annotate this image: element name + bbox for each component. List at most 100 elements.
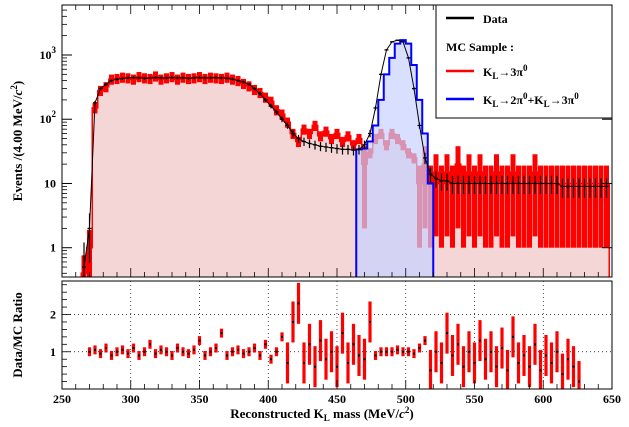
mc-3pi0-error-bar (335, 129, 340, 139)
ratio-point (111, 354, 113, 356)
ratio-point (534, 343, 536, 345)
ratio-point (303, 362, 305, 364)
ratio-point (347, 362, 349, 364)
ratio-point (215, 347, 217, 349)
ratio-point (204, 354, 206, 356)
x-tick-label: 650 (603, 392, 621, 406)
mc-3pi0-error-bar (582, 166, 587, 248)
mc-3pi0-error-bar (159, 75, 164, 85)
ratio-point (144, 351, 146, 353)
mc-3pi0-error-bar (494, 154, 499, 236)
mc-3pi0-error-bar (131, 75, 136, 85)
ratio-point (182, 351, 184, 353)
ratio-point (265, 343, 267, 345)
ratio-point (248, 351, 250, 353)
ratio-point (358, 354, 360, 356)
ratio-point (160, 349, 162, 351)
mc-3pi0-error-bar (313, 121, 318, 131)
ratio-point (149, 343, 151, 345)
x-tick-label: 250 (53, 392, 71, 406)
x-tick-label: 450 (328, 392, 346, 406)
ratio-point (369, 321, 371, 323)
mc-3pi0-error-bar (478, 154, 483, 236)
ratio-point (281, 336, 283, 338)
ratio-point (408, 351, 410, 353)
x-axis-title: Reconstructed KL mass (MeV/c2) (230, 405, 413, 423)
mc-3pi0-error-bar (324, 127, 329, 137)
ratio-point (419, 347, 421, 349)
ratio-point (226, 354, 228, 356)
top-y-axis-title: Events /(4.00 MeV/c2) (9, 81, 25, 201)
ratio-point (463, 366, 465, 368)
ratio-point (342, 332, 344, 334)
mc-3pi0-error-bar (241, 79, 246, 89)
x-tick-label: 300 (122, 392, 140, 406)
ratio-point (380, 351, 382, 353)
mc-3pi0-error-bar (566, 166, 571, 248)
ratio-point (254, 347, 256, 349)
ratio-point (259, 354, 261, 356)
ratio-point (402, 351, 404, 353)
ratio-point (276, 351, 278, 353)
ratio-point (507, 369, 509, 371)
ratio-point (94, 349, 96, 351)
legend-data-label: Data (483, 12, 508, 26)
mc-3pi0-error-bar (588, 166, 593, 248)
ratio-point (474, 362, 476, 364)
ratio-point (446, 332, 448, 334)
mc-3pi0-error-bar (577, 166, 582, 248)
mc-3pi0-error-bar (511, 154, 516, 236)
ratio-point (325, 358, 327, 360)
ratio-point (199, 340, 201, 342)
mc-3pi0-error-bar (467, 154, 472, 236)
mc-3pi0-error-bar (247, 81, 252, 91)
x-tick-label: 550 (466, 392, 484, 406)
ratio-point (501, 347, 503, 349)
ratio-point (270, 358, 272, 360)
mc-3pi0-error-bar (533, 154, 538, 236)
ratio-point (391, 351, 393, 353)
ratio-point (452, 354, 454, 356)
ratio-y-axis-title: Data/MC Ratio (10, 292, 25, 378)
y-tick-label: 10 (44, 176, 56, 190)
ratio-point (171, 354, 173, 356)
mc-3pi0-error-bar (560, 166, 565, 248)
x-tick-label: 350 (191, 392, 209, 406)
x-tick-label: 600 (534, 392, 552, 406)
mc-3pi0-error-bar (571, 166, 576, 248)
ratio-point (287, 362, 289, 364)
ratio-point (298, 302, 300, 304)
ratio-point (457, 343, 459, 345)
ratio-point (177, 347, 179, 349)
mc-3pi0-error-bar (445, 154, 450, 236)
mc-3pi0-error-bar (593, 166, 598, 248)
ratio-point (331, 351, 333, 353)
ratio-point (413, 353, 415, 355)
ratio-point (127, 353, 129, 355)
ratio-point (578, 381, 580, 383)
legend-title: MC Sample : (446, 40, 514, 54)
ratio-point (232, 351, 234, 353)
ratio-point (490, 351, 492, 353)
ratio-point (430, 369, 432, 371)
ratio-point (133, 347, 135, 349)
ratio-point (551, 362, 553, 364)
x-tick-label: 400 (259, 392, 277, 406)
ratio-point (320, 340, 322, 342)
ratio-point (210, 351, 212, 353)
ratio-point (243, 353, 245, 355)
mc-3pi0-error-bar (302, 125, 307, 135)
ratio-point (375, 354, 377, 356)
ratio-point (292, 321, 294, 323)
ratio-point (562, 373, 564, 375)
ratio-point (364, 358, 366, 360)
ratio-point (336, 366, 338, 368)
ratio-tick-label: 1 (50, 345, 56, 359)
ratio-point (166, 351, 168, 353)
ratio-point (424, 340, 426, 342)
ratio-point (529, 366, 531, 368)
ratio-point (468, 351, 470, 353)
ratio-point (353, 343, 355, 345)
ratio-point (518, 362, 520, 364)
